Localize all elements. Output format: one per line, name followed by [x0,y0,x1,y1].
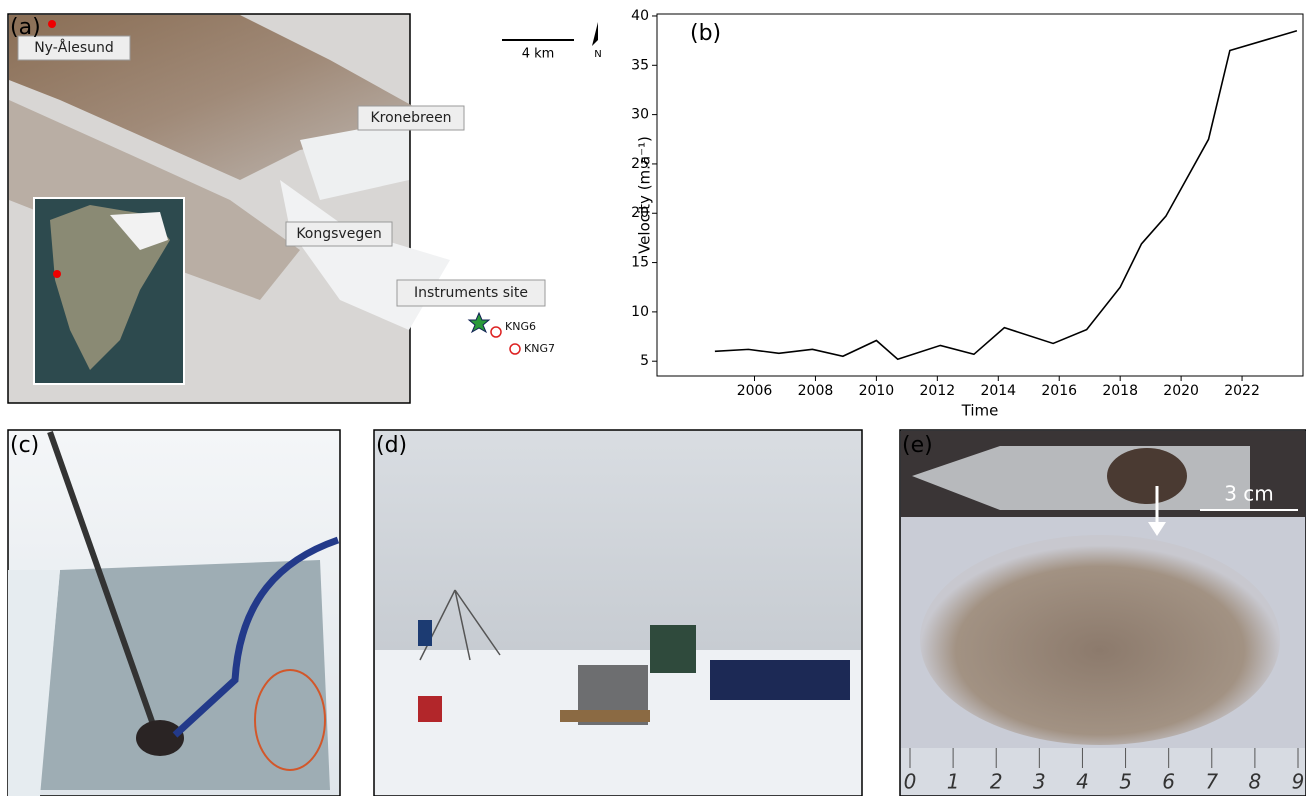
ruler [901,748,1305,795]
y-tick-label: 40 [631,8,649,24]
y-tick-label: 30 [631,107,649,123]
inset-ice [110,212,168,250]
map-panel: Ny-Ålesund Kronebreen Kongsvegen Instrum… [7,13,602,404]
station-label: KNG7 [524,342,555,355]
ruler-label: 0 [904,770,917,794]
ruler-label: 3 [1033,770,1046,794]
label-box [285,221,393,247]
cable [254,669,326,771]
x-tick-label: 2020 [1163,383,1199,399]
generators [710,660,850,700]
x-tick-label: 2008 [798,383,834,399]
town-location [48,20,56,28]
pump [136,720,184,756]
photo-e: 3 cm 0 1 2 3 4 5 6 7 8 9 (e) [899,429,1306,797]
x-tick-label: 2014 [980,383,1016,399]
x-tick-label: 2012 [920,383,956,399]
generator [418,696,442,722]
pallet [560,710,650,722]
y-tick-label: 35 [631,57,649,73]
pit-wall [8,570,60,796]
north-arrow [592,22,598,46]
sediment [920,535,1280,745]
plot-frame [656,13,1304,377]
scale-label: 3 cm [1224,482,1274,506]
ruler-label: 5 [1119,770,1132,794]
panel-label: (d) [376,433,407,458]
panel-label: (e) [902,433,933,458]
y-tick-label: 20 [631,205,649,221]
x-tick-label: 2010 [859,383,895,399]
photo-d: (d) [373,429,863,797]
arrow-head [1148,522,1166,536]
inset-location [53,270,61,278]
y-axis-label: Velocity (m.a⁻¹) [636,136,654,254]
station-marker [509,343,521,355]
sample-window [1107,448,1187,504]
ruler-label: 2 [990,770,1003,794]
site-label: Instruments site [414,285,528,301]
site-marker [467,311,491,334]
tent [650,625,696,673]
x-tick-label: 2016 [1041,383,1077,399]
glacier-ice [300,120,409,200]
photo-c: (c) [7,429,341,797]
glacier-label: Kronebreen [370,110,451,126]
town-label: Ny-Ålesund [34,39,114,56]
y-tick-label: 5 [640,353,649,369]
station-marker [490,326,502,338]
y-tick-label: 10 [631,304,649,320]
panel-label: (b) [690,21,721,46]
x-axis-label: Time [961,402,999,420]
station-label: KNG6 [505,320,536,333]
label-box [357,105,465,131]
y-tick-label: 25 [631,156,649,172]
glacier-label: Kongsvegen [296,226,381,242]
y-tick-label: 15 [631,255,649,271]
x-tick-label: 2018 [1102,383,1138,399]
x-tick-label: 2022 [1224,383,1260,399]
panel-label: (a) [10,15,41,40]
label-box [396,279,546,307]
ruler-label: 9 [1292,770,1305,794]
panel-label: (c) [10,433,39,458]
ruler-label: 6 [1162,770,1175,794]
scale-label: 4 km [522,47,555,62]
ruler-label: 8 [1249,770,1262,794]
ruler-label: 4 [1076,770,1089,794]
pit-water [40,560,330,790]
north-label: N [594,49,601,60]
ruler-label: 1 [947,770,960,794]
x-tick-label: 2006 [737,383,773,399]
data-line [714,30,1298,361]
tripod [419,589,501,661]
drill-rod [47,431,158,731]
label-box [17,35,131,61]
hose [172,536,340,738]
line-chart: 5 10 15 20 25 30 35 40 2006 2008 2010 2012 2014 2016 2… [631,8,1298,399]
ruler-label: 7 [1205,770,1218,794]
ruler-labels: 0 1 2 3 4 5 6 7 8 9 [904,748,1305,794]
person [418,620,432,646]
